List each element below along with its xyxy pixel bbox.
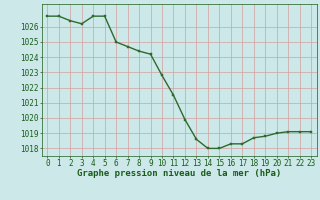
X-axis label: Graphe pression niveau de la mer (hPa): Graphe pression niveau de la mer (hPa) bbox=[77, 169, 281, 178]
